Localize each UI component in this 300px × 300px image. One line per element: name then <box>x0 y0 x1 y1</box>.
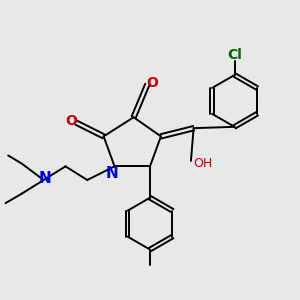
Text: O: O <box>146 76 158 90</box>
Text: N: N <box>39 171 52 186</box>
Text: Cl: Cl <box>227 47 242 61</box>
Text: O: O <box>65 114 77 128</box>
Text: N: N <box>106 167 119 182</box>
Text: OH: OH <box>194 157 213 170</box>
